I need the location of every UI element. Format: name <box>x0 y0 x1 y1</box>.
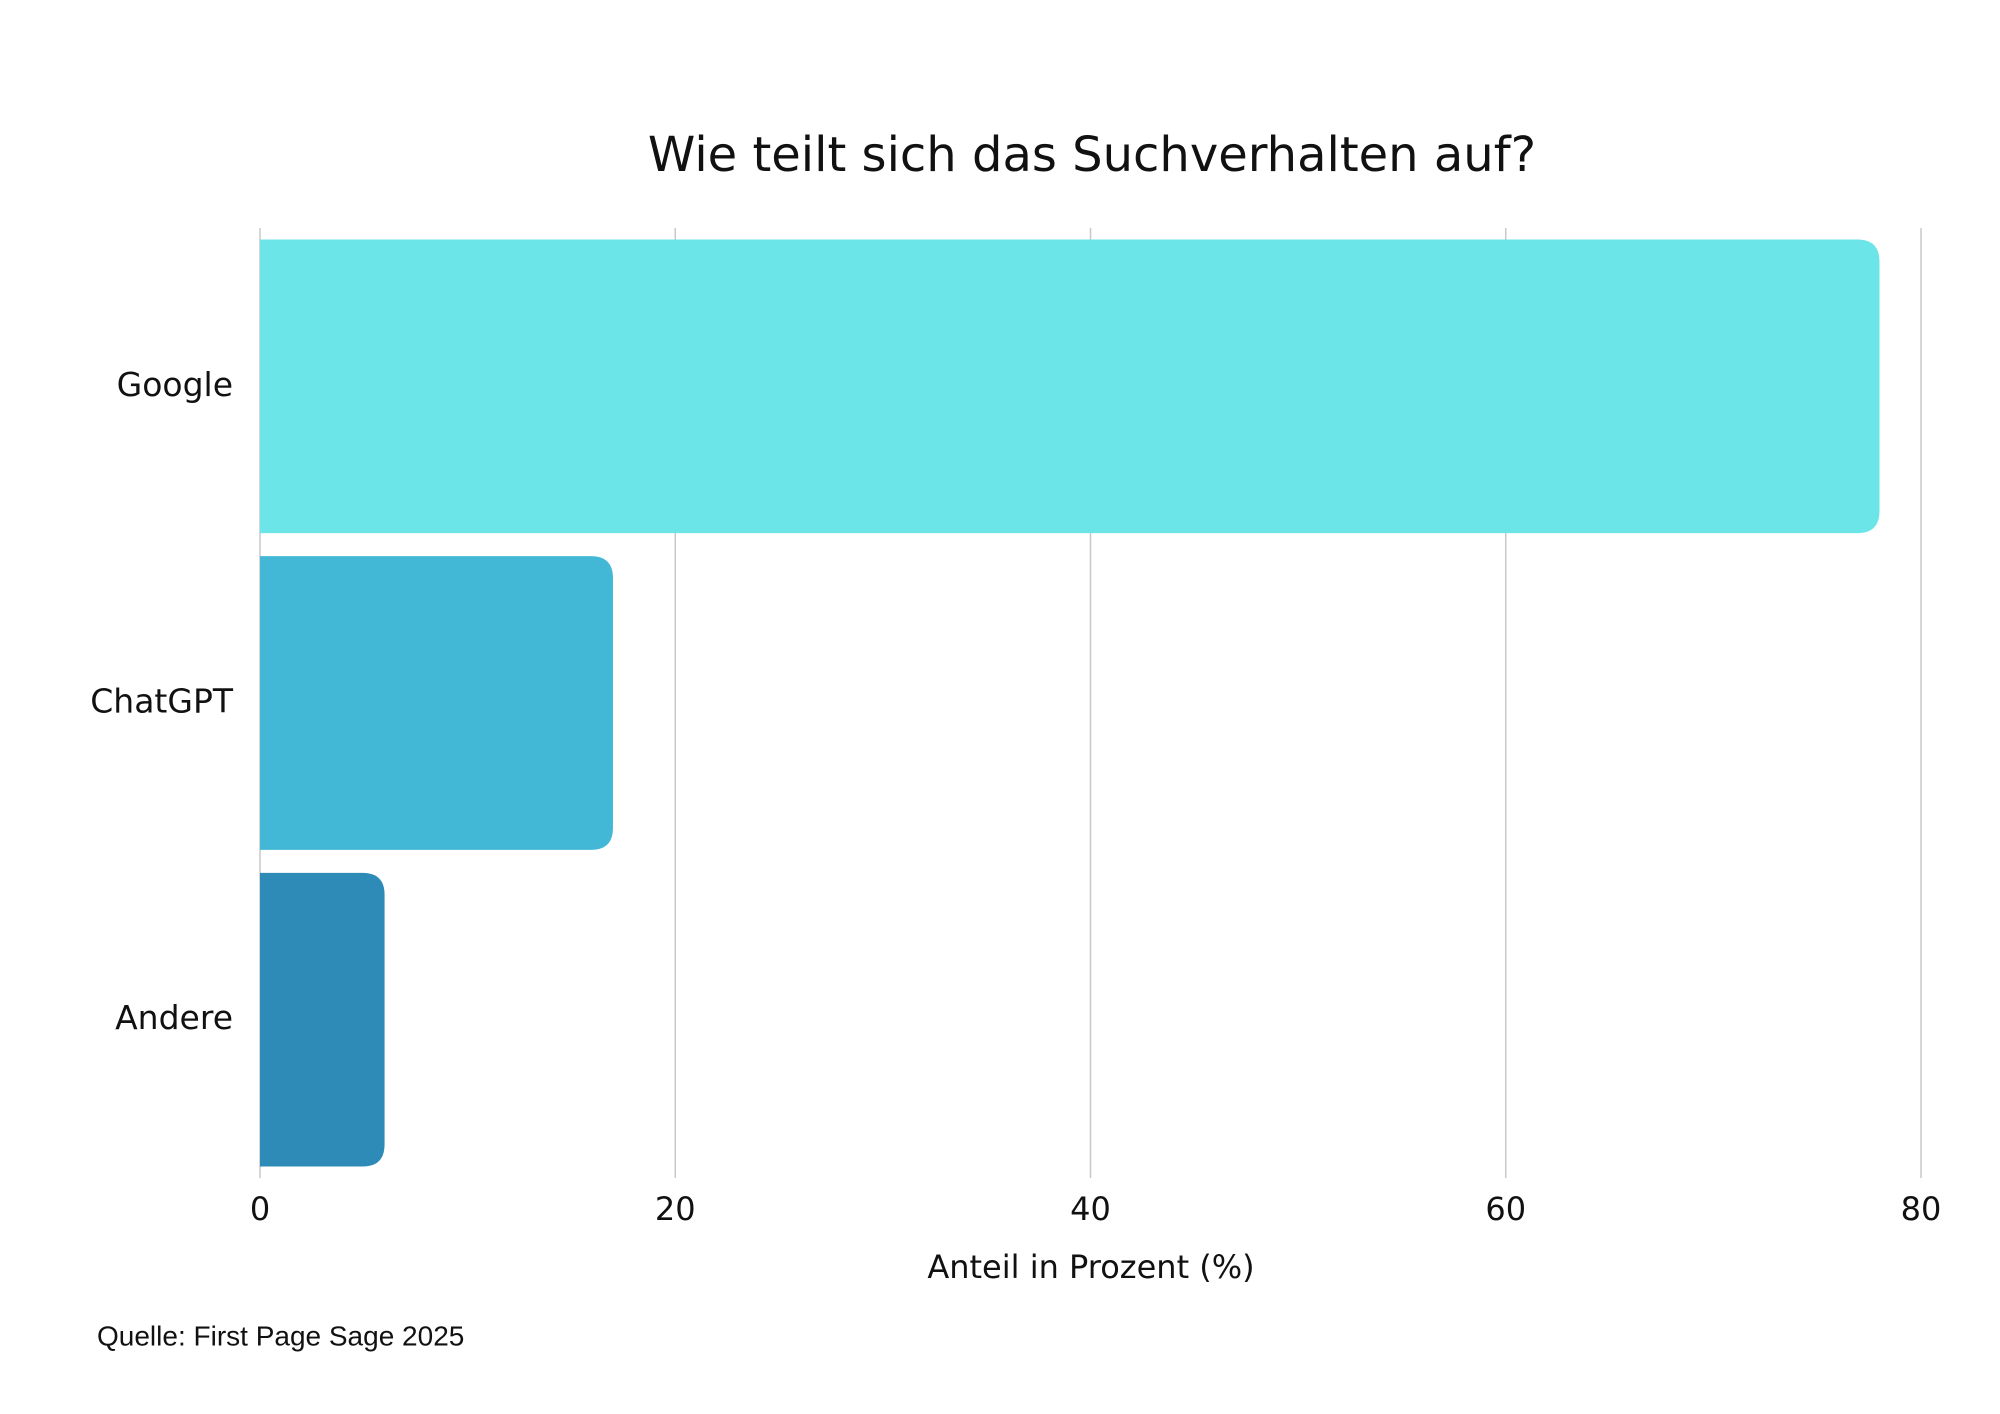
x-tick-label: 60 <box>1485 1190 1526 1228</box>
y-tick-label: Andere <box>115 998 233 1037</box>
x-tick-label: 20 <box>655 1190 696 1228</box>
bar <box>260 239 1880 534</box>
source-note: Quelle: First Page Sage 2025 <box>97 1320 464 1351</box>
x-tick-label: 80 <box>1901 1190 1942 1228</box>
x-axis-label: Anteil in Prozent (%) <box>927 1248 1254 1286</box>
x-tick-label: 0 <box>250 1190 270 1228</box>
bar <box>260 872 385 1167</box>
y-tick-label: ChatGPT <box>90 682 234 721</box>
y-tick-label: Google <box>117 365 233 404</box>
x-tick-label: 40 <box>1070 1190 1111 1228</box>
chart-title: Wie teilt sich das Suchverhalten auf? <box>648 127 1536 183</box>
bar <box>260 556 613 850</box>
